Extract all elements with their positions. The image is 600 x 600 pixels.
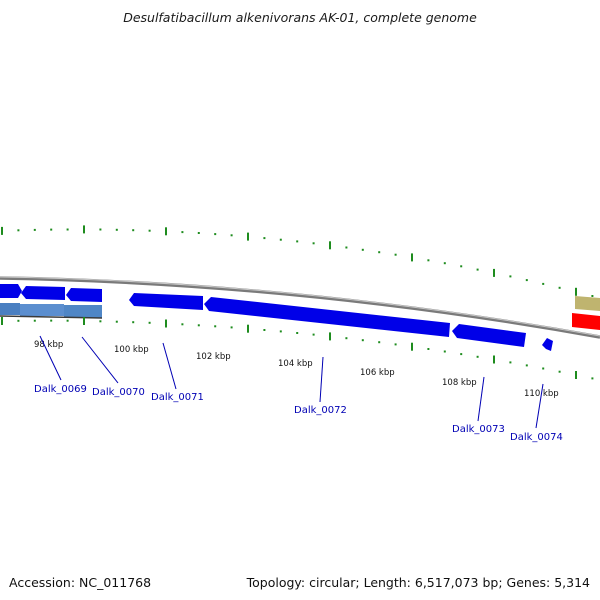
gene-label-dalk-0070[interactable]: Dalk_0070 <box>92 387 145 398</box>
kbp-label: 98 kbp <box>34 340 63 350</box>
reverse-strand-genes <box>0 303 103 319</box>
gene-leader-line <box>162 342 177 390</box>
outer-tick-ring <box>1 225 594 297</box>
kbp-label: 106 kbp <box>360 368 395 378</box>
gene-arrow-forward[interactable] <box>21 286 65 300</box>
forward-strand-genes <box>0 284 600 351</box>
inner-tick-ring <box>1 317 594 380</box>
gene-arrow-forward[interactable] <box>66 288 102 302</box>
genome-stats-text: Topology: circular; Length: 6,517,073 bp… <box>246 575 590 590</box>
gene-label-dalk-0074[interactable]: Dalk_0074 <box>510 432 563 443</box>
gene-label-leaders <box>39 335 544 429</box>
gene-block-yellow[interactable] <box>575 296 600 311</box>
accession-text: Accession: NC_011768 <box>9 575 152 590</box>
gene-leader-line <box>81 336 119 384</box>
kbp-label: 108 kbp <box>442 378 477 388</box>
gene-label-dalk-0073[interactable]: Dalk_0073 <box>452 424 505 435</box>
gene-block-reverse[interactable] <box>64 305 102 318</box>
gene-arrow-forward[interactable] <box>129 293 203 310</box>
gene-arrow-forward[interactable] <box>452 324 526 347</box>
gene-leader-line <box>319 356 324 403</box>
gene-block-red[interactable] <box>572 313 600 330</box>
genome-backbone <box>0 276 600 339</box>
kbp-label: 104 kbp <box>278 359 313 369</box>
gene-block-reverse[interactable] <box>20 304 64 316</box>
gene-leader-line <box>535 383 544 429</box>
gene-arrow-forward[interactable] <box>204 297 450 337</box>
gene-arrow-forward[interactable] <box>542 338 553 351</box>
gene-block-reverse[interactable] <box>0 303 20 315</box>
kbp-label: 100 kbp <box>114 345 149 355</box>
kbp-label: 102 kbp <box>196 352 231 362</box>
gene-name-labels: Dalk_0069 Dalk_0070 Dalk_0071 Dalk_0072 … <box>34 384 563 443</box>
gene-label-dalk-0069[interactable]: Dalk_0069 <box>34 384 87 395</box>
genome-backbone-highlight <box>0 276 600 337</box>
genome-title: Desulfatibacillum alkenivorans AK-01, co… <box>123 10 477 25</box>
gene-label-dalk-0072[interactable]: Dalk_0072 <box>294 405 347 416</box>
gene-leader-line <box>39 335 62 381</box>
gene-arrow-forward[interactable] <box>0 284 22 298</box>
gene-leader-line <box>477 376 485 422</box>
gene-label-dalk-0071[interactable]: Dalk_0071 <box>151 392 204 403</box>
